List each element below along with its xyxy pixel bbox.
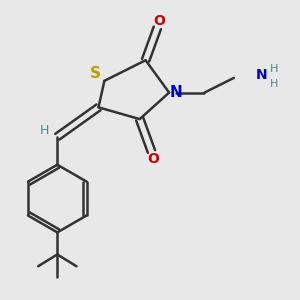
Text: H: H bbox=[269, 79, 278, 89]
Text: N: N bbox=[256, 68, 268, 82]
Text: H: H bbox=[269, 64, 278, 74]
Text: O: O bbox=[153, 14, 165, 28]
Text: O: O bbox=[147, 152, 159, 166]
Text: S: S bbox=[90, 66, 101, 81]
Text: N: N bbox=[170, 85, 183, 100]
Text: H: H bbox=[39, 124, 49, 137]
